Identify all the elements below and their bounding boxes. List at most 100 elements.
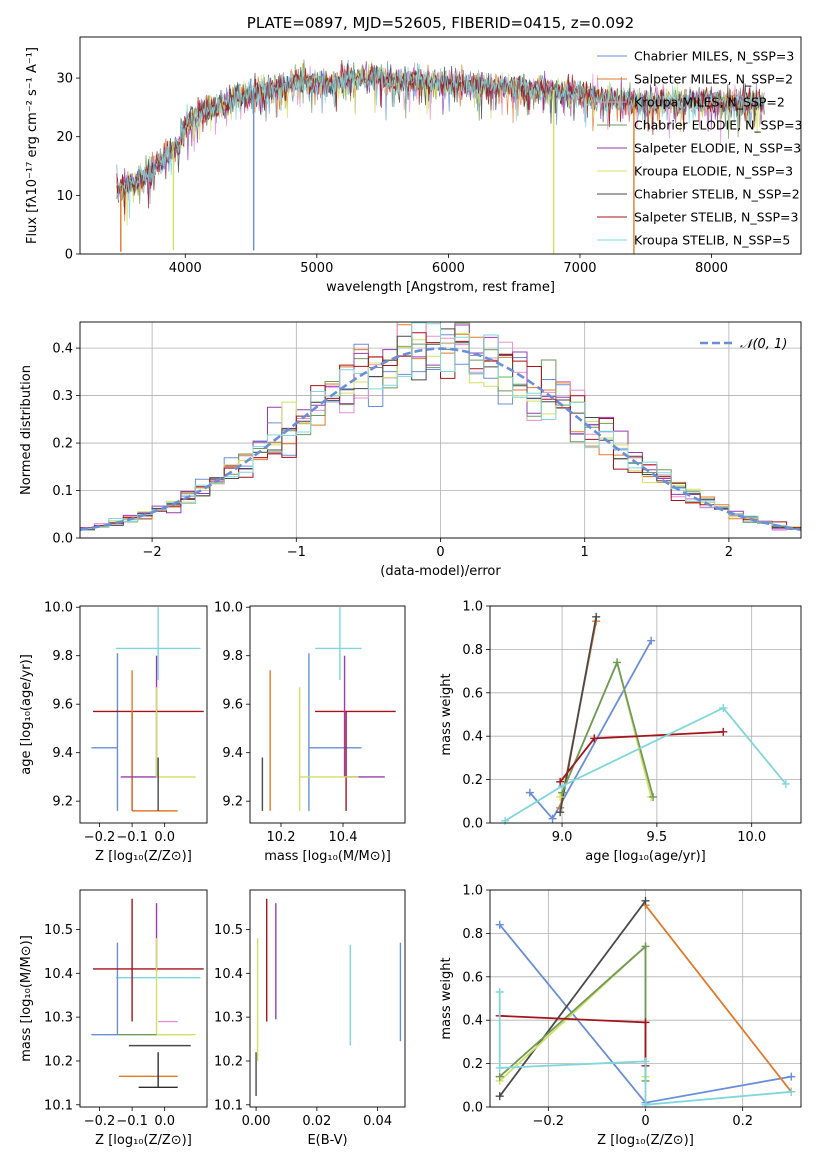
x-tick-label: 6000	[432, 261, 465, 276]
x-tick-label: 0	[436, 545, 444, 560]
x-tick-label: 10.0	[737, 830, 766, 845]
age-vs-Z-errorbars	[91, 607, 204, 812]
y-tick-label: 1.0	[462, 600, 483, 615]
legend-label: Kroupa STELIB, N_SSP=5	[634, 233, 790, 248]
mass-vs-Z-errorbars	[91, 898, 204, 1088]
y-tick-label: 0.3	[52, 389, 73, 404]
x-tick-label: −0.1	[116, 1114, 148, 1129]
x-tick-label: 0.0	[154, 830, 175, 845]
y-tick-label: 9.6	[222, 698, 243, 713]
legend-label: Salpeter ELODIE, N_SSP=3	[634, 141, 801, 156]
y-tick-label: 0.0	[462, 1101, 483, 1116]
y-axis-label: mass weight	[439, 957, 454, 1039]
plot-frame	[489, 889, 802, 1108]
spectrum-series-line	[116, 63, 765, 198]
y-tick-label: 10	[56, 189, 73, 204]
legend-label: Chabrier STELIB, N_SSP=2	[634, 187, 800, 202]
x-tick-label: −0.2	[533, 1114, 565, 1129]
y-tick-label: 10.3	[44, 1011, 73, 1026]
weight-point-marker	[613, 658, 622, 667]
weight-point-marker	[641, 1100, 650, 1109]
x-axis-label: (data-model)/error	[380, 564, 501, 579]
age-vs-Z-axes: −0.2 −0.1 0.0 9.2 9.4 9.6 9.8 10.0 Z [log₁₀(Z/Z⊙…	[19, 601, 192, 864]
y-tick-label: 10.2	[44, 1054, 73, 1069]
y-tick-label: 9.6	[52, 698, 73, 713]
legend-label: Salpeter STELIB, N_SSP=3	[634, 210, 798, 225]
y-tick-label: 0.1	[52, 484, 73, 499]
y-tick-label: 0.2	[462, 1057, 483, 1072]
spectrum-axes: 4000 5000 6000 7000 8000 0 10 20 30 wavelength [A…	[25, 14, 728, 295]
spectrum-series-line	[116, 59, 765, 215]
weight-point-marker	[641, 896, 650, 905]
y-tick-label: 0.2	[52, 437, 73, 452]
x-tick-label: 10.2	[267, 830, 296, 845]
y-tick-label: 9.8	[52, 649, 73, 664]
y-tick-label: 0.0	[462, 817, 483, 832]
weight-point-marker	[641, 1057, 650, 1066]
x-tick-label: −0.2	[84, 1114, 116, 1129]
mass-vs-EBV-errorbars	[255, 898, 402, 1097]
x-tick-label: 2	[725, 545, 733, 560]
y-tick-label: 0.6	[462, 970, 483, 985]
age-vs-mass-errorbars	[261, 607, 396, 811]
x-tick-label: −0.1	[116, 830, 148, 845]
y-tick-label: 0	[65, 248, 73, 263]
weight-vs-Z-lines	[495, 896, 796, 1109]
x-tick-label: 7000	[563, 261, 596, 276]
weight-point-marker	[647, 636, 656, 645]
weight-point-marker	[556, 808, 565, 817]
y-axis-label: Flux [fλ10⁻¹⁷ erg cm⁻² s⁻¹ A⁻¹]	[25, 47, 40, 244]
plot-frame	[79, 605, 208, 824]
x-tick-label: −0.2	[84, 830, 116, 845]
weight-point-marker	[787, 1087, 796, 1096]
y-tick-label: 9.4	[52, 746, 73, 761]
y-axis-label: Normed distribution	[19, 365, 34, 495]
weight-point-marker	[495, 920, 504, 929]
y-tick-label: 9.8	[222, 649, 243, 664]
histogram-group	[80, 322, 801, 533]
legend-label: Salpeter MILES, N_SSP=2	[634, 72, 793, 87]
weight-point-marker	[781, 779, 790, 788]
y-tick-label: 10.1	[44, 1098, 73, 1113]
x-tick-label: 5000	[300, 261, 333, 276]
x-axis-label: Z [log₁₀(Z/Z⊙)]	[95, 849, 192, 864]
weight-series-line	[504, 706, 787, 822]
y-tick-label: 0.8	[462, 643, 483, 658]
weight-series-line	[499, 1015, 647, 1066]
x-tick-label: 0.02	[302, 1114, 331, 1129]
y-tick-label: 10.5	[44, 923, 73, 938]
y-tick-label: 10.5	[214, 923, 243, 938]
age-vs-mass-axes: 10.2 10.4 9.2 9.4 9.6 9.8 10.0 mass [log₁₀(M/M⊙…	[214, 601, 391, 864]
y-tick-label: 9.4	[222, 746, 243, 761]
x-tick-label: 0.0	[154, 1114, 175, 1129]
weight-series-line	[529, 640, 652, 821]
weight-point-marker	[495, 1063, 504, 1072]
y-tick-label: 0.4	[462, 730, 483, 745]
x-tick-label: 9.0	[552, 830, 573, 845]
weight-point-marker	[495, 1092, 504, 1101]
y-tick-label: 10.4	[44, 967, 73, 982]
mass-vs-Z-axes: −0.2 −0.1 0.0 10.1 10.2 10.3 10.4 10.5 Z [log₁₀(…	[19, 923, 192, 1148]
weight-series-line	[498, 900, 647, 1097]
mass-vs-EBV-axes: 0.00 0.02 0.04 10.1 10.2 10.3 10.4 10.5 E(B-V)	[214, 923, 392, 1148]
y-axis-label: mass weight	[439, 673, 454, 755]
y-tick-label: 9.2	[52, 795, 73, 810]
y-axis-label: age [log₁₀(age/yr)]	[19, 654, 34, 775]
y-tick-label: 10.3	[214, 1011, 243, 1026]
weight-point-marker	[592, 612, 601, 621]
gaussian-curve	[80, 347, 801, 531]
weight-series-line	[559, 659, 653, 798]
x-axis-label: Z [log₁₀(Z/Z⊙)]	[597, 1133, 694, 1148]
y-tick-label: 0.8	[462, 927, 483, 942]
weight-point-marker	[495, 987, 504, 996]
y-tick-label: 20	[56, 130, 73, 145]
legend-label: 𝒩(0, 1)	[740, 337, 787, 352]
legend-label: Kroupa ELODIE, N_SSP=3	[634, 164, 793, 179]
weight-series-line	[559, 616, 598, 813]
weight-point-marker	[641, 942, 650, 951]
x-tick-label: −2	[143, 545, 162, 560]
plot-frame	[79, 889, 208, 1108]
y-tick-label: 0.6	[462, 686, 483, 701]
x-axis-label: mass [log₁₀(M/M⊙)]	[264, 849, 391, 864]
